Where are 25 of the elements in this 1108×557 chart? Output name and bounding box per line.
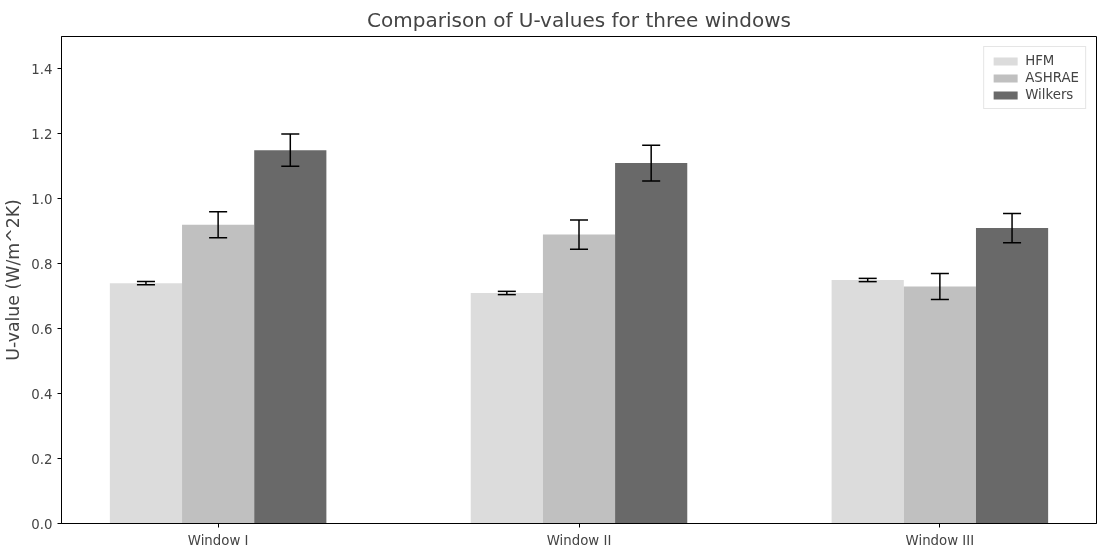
y-tick-label: 0.6	[31, 321, 53, 337]
x-tick-label: Window III	[905, 532, 975, 548]
bar	[831, 280, 904, 524]
legend-label: ASHRAE	[1025, 70, 1079, 85]
bar	[615, 163, 688, 524]
y-tick-label: 0.0	[31, 516, 53, 532]
y-tick-label: 1.0	[31, 191, 53, 207]
y-axis-title: U-value (W/m^2K)	[3, 199, 24, 361]
y-tick-label: 1.2	[31, 126, 53, 142]
x-tick-label: Window II	[546, 532, 612, 548]
bar	[254, 150, 327, 524]
chart-title: Comparison of U-values for three windows	[367, 7, 791, 32]
y-tick-label: 1.4	[31, 61, 53, 77]
legend-label: HFM	[1025, 53, 1055, 68]
legend-label: Wilkers	[1025, 87, 1074, 102]
y-tick-label: 0.2	[31, 451, 53, 467]
bar	[470, 292, 543, 524]
bar	[109, 283, 183, 524]
x-tick-label: Window I	[187, 532, 249, 548]
bar	[903, 286, 976, 524]
bar	[182, 224, 255, 524]
y-tick-label: 0.4	[31, 386, 53, 402]
bar	[542, 234, 616, 524]
bar	[975, 228, 1049, 524]
y-tick-label: 0.8	[31, 256, 53, 272]
